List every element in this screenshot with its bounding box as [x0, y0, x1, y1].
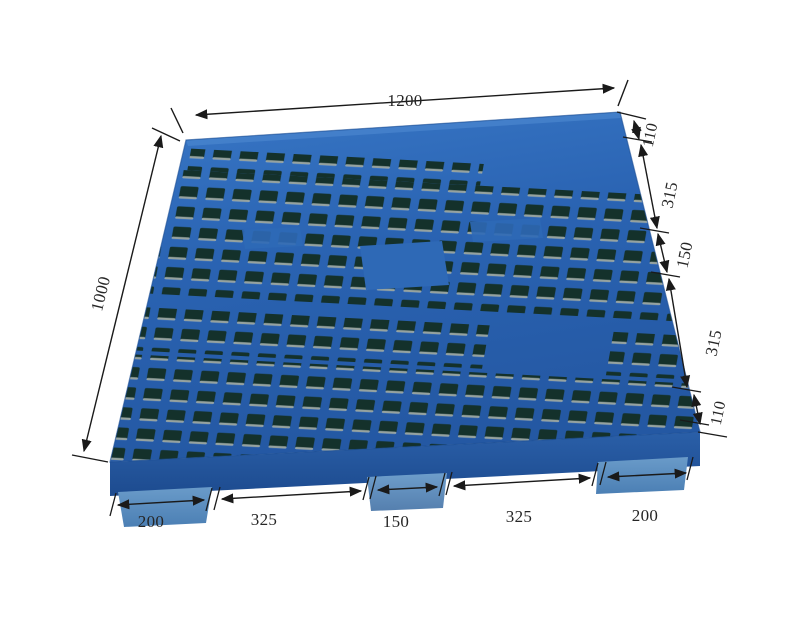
dimension-bottom-run: 200 325 150 325 200 — [109, 456, 694, 531]
deck-front-edge — [110, 432, 700, 496]
deck-back-highlight — [186, 112, 621, 146]
dimension-top-1200: 1200 — [170, 79, 629, 134]
pallet-foot-center — [367, 473, 447, 511]
pallet-foot-left — [118, 487, 212, 527]
deck-solid-panels — [242, 218, 543, 290]
pallet-body — [109, 111, 701, 527]
dimension-bottom-200-left-label: 200 — [138, 512, 164, 531]
dimension-bottom-325-left-label: 325 — [251, 510, 277, 529]
dimension-right-315-lower-label: 315 — [702, 328, 726, 358]
dimension-left-label: 1000 — [87, 274, 114, 313]
dimension-bottom-200-right-label: 200 — [632, 506, 658, 525]
dimension-right-315-upper-label: 315 — [658, 180, 682, 210]
dimension-bottom-325-right-label: 325 — [506, 507, 532, 526]
dimension-right-stack: 110 315 150 315 110 — [616, 111, 730, 438]
deck-perforations — [110, 148, 700, 462]
dimension-right-150-label: 150 — [673, 240, 697, 270]
dimension-top-label: 1200 — [387, 91, 422, 110]
dimension-bottom-150-label: 150 — [383, 512, 409, 531]
dimension-right-110-top-label: 110 — [640, 121, 662, 148]
dimension-right-110-bottom-label: 110 — [708, 399, 730, 426]
